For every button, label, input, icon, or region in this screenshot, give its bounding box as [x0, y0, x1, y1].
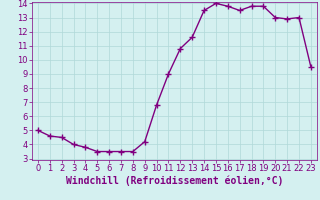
X-axis label: Windchill (Refroidissement éolien,°C): Windchill (Refroidissement éolien,°C): [66, 176, 283, 186]
